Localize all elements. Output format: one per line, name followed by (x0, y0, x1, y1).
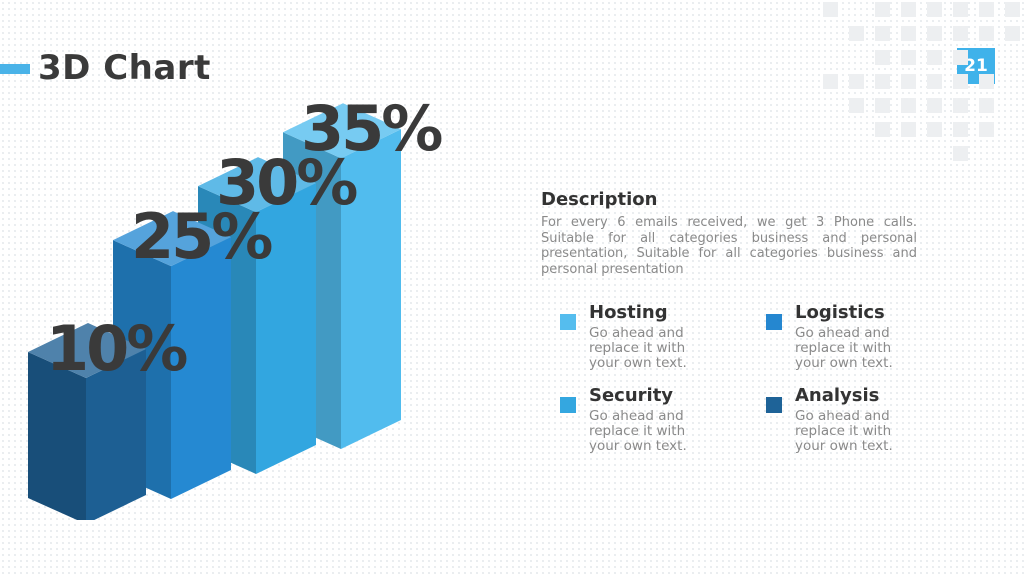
deco-square (979, 122, 994, 137)
deco-square (953, 146, 968, 161)
value-label: 25% (131, 200, 272, 273)
deco-square (979, 26, 994, 41)
deco-square (901, 2, 916, 17)
deco-square (823, 74, 838, 89)
deco-square (875, 50, 890, 65)
deco-square (979, 98, 994, 113)
deco-square (953, 50, 968, 65)
deco-square (1005, 26, 1020, 41)
deco-square (901, 26, 916, 41)
deco-square (979, 2, 994, 17)
deco-square (875, 122, 890, 137)
deco-square (927, 122, 942, 137)
deco-square (875, 2, 890, 17)
legend-text: Go ahead and replace it with your own te… (795, 408, 893, 454)
deco-square (875, 98, 890, 113)
bar-1 (28, 323, 146, 520)
deco-square (927, 2, 942, 17)
legend-swatch (560, 314, 576, 330)
deco-square (849, 74, 864, 89)
deco-square (953, 2, 968, 17)
legend-text: Go ahead and replace it with your own te… (589, 325, 687, 371)
page-title: 3D Chart (38, 48, 211, 88)
deco-square (979, 74, 994, 89)
bar-face-right (171, 237, 231, 499)
bar-face-right (256, 183, 316, 474)
deco-square (927, 50, 942, 65)
legend-text: Go ahead and replace it with your own te… (795, 325, 893, 371)
bar-face-top (198, 157, 316, 213)
bar-face-right (341, 129, 401, 449)
deco-square (927, 98, 942, 113)
deco-square (849, 98, 864, 113)
deco-square (953, 98, 968, 113)
bar-face-left (28, 352, 86, 520)
value-label: 35% (301, 92, 442, 165)
bar-face-top (283, 103, 401, 159)
deco-square (823, 2, 838, 17)
legend-swatch (766, 314, 782, 330)
deco-square (849, 26, 864, 41)
legend-swatch (766, 397, 782, 413)
legend-title: Security (589, 385, 674, 406)
decorative-square-grid (823, 2, 1020, 161)
value-label: 10% (46, 312, 187, 385)
title-accent-bar (0, 64, 30, 74)
legend-swatch (560, 397, 576, 413)
description-body: For every 6 emails received, we get 3 Ph… (541, 215, 917, 277)
deco-square (953, 74, 968, 89)
legend-text: Go ahead and replace it with your own te… (589, 408, 687, 454)
deco-square (875, 74, 890, 89)
legend-title: Logistics (795, 302, 885, 323)
deco-square (901, 122, 916, 137)
deco-square (927, 26, 942, 41)
deco-square (901, 50, 916, 65)
legend-title: Analysis (795, 385, 880, 406)
value-label: 30% (216, 146, 357, 219)
bars-group (28, 103, 401, 520)
deco-square (901, 74, 916, 89)
deco-square (927, 74, 942, 89)
legend-title: Hosting (589, 302, 668, 323)
bar-face-right (86, 349, 146, 520)
deco-square (875, 26, 890, 41)
deco-square (1005, 2, 1020, 17)
deco-square (901, 98, 916, 113)
deco-square (953, 26, 968, 41)
bar-face-top (113, 211, 231, 267)
bar-chart-3d: 10% 25%30%35% (28, 92, 445, 520)
bar-face-top (28, 323, 146, 379)
deco-square (953, 122, 968, 137)
description-title: Description (541, 189, 658, 210)
